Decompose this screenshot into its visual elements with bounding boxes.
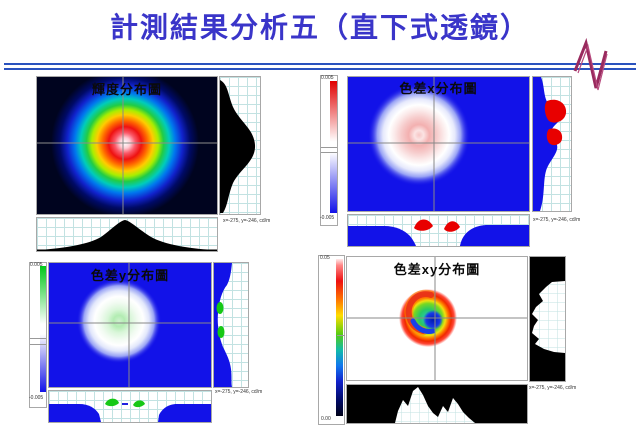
luminance-right-profile — [219, 76, 261, 215]
colorbar-divider — [30, 344, 46, 345]
chroma-xy-colorbar-gradient — [336, 259, 343, 416]
chroma-y-cursor-readout: x=-275, y=-246, cd/m — [215, 389, 263, 395]
chroma-xy-cursor-readout: x=-275, y=-246, cd/m — [529, 385, 577, 391]
chroma-y-colorbar-max: 0.005 — [30, 262, 43, 268]
luminance-panel-title: 輝度分布圖 — [91, 82, 162, 97]
chroma-y-bottom-profile — [48, 390, 212, 423]
colorbar-divider — [321, 152, 337, 153]
luminance-cursor-readout: x=-275, y=-246, cd/m — [223, 218, 271, 224]
separator-line — [4, 63, 636, 70]
chroma-xy-panel-title: 色差xy分布圖 — [393, 262, 481, 277]
luminance-bottom-profile — [36, 217, 218, 252]
colorbar-tick — [337, 335, 345, 336]
chroma-y-colorbar-gradient — [40, 266, 46, 392]
page-title: 計測結果分析五（直下式透鏡） — [109, 11, 530, 44]
pulse-zigzag-icon — [573, 38, 608, 91]
chroma-x-cursor-readout: x=-275, y=-246, cd/m — [533, 217, 581, 223]
chroma-xy-bottom-profile — [346, 384, 528, 424]
chroma-x-colorbar-max: 0.005 — [321, 75, 334, 81]
chroma-x-panel-title: 色差x分布圖 — [399, 81, 478, 96]
chroma-x-main-plot — [347, 76, 530, 212]
chroma-x-bottom-profile — [347, 214, 530, 247]
chroma-x-colorbar-min: -0.005 — [320, 215, 335, 221]
chroma-xy-right-profile — [529, 256, 566, 382]
colorbar-divider — [321, 147, 337, 148]
chroma-x-right-profile — [532, 76, 572, 212]
colorbar-divider — [30, 338, 46, 339]
chroma-xy-main-plot — [346, 256, 528, 381]
chroma-y-main-plot — [48, 262, 212, 388]
luminance-main-plot — [36, 76, 218, 215]
chroma-xy-colorbar-min: 0.00 — [321, 416, 331, 422]
chroma-xy-colorbar-max: 0.05 — [320, 255, 330, 261]
chroma-y-panel-title: 色差y分布圖 — [90, 268, 170, 283]
chroma-y-right-profile — [213, 262, 249, 388]
chroma-y-colorbar-min: -0.005 — [29, 395, 44, 401]
